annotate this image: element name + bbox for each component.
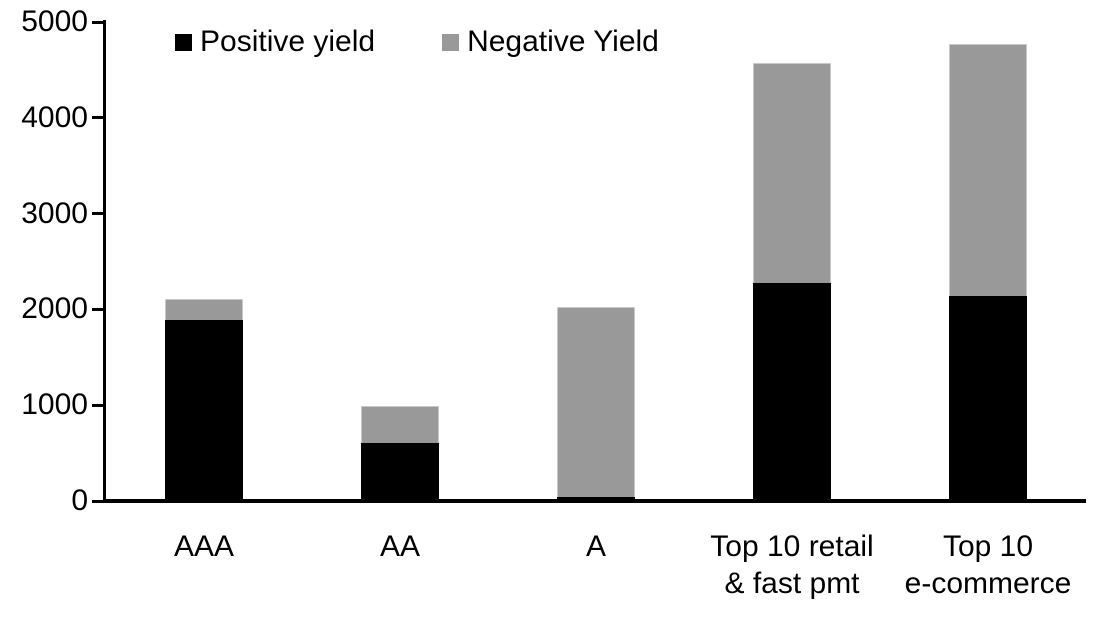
y-tick-mark-3000 [92, 212, 103, 216]
bar-negative-yield-5 [949, 44, 1027, 296]
y-tick-label-2000: 2000 [21, 292, 88, 326]
bar-positive-yield-1 [165, 319, 243, 503]
legend-label-negative-yield: Negative Yield [467, 25, 659, 58]
bar-negative-yield-2 [361, 405, 439, 443]
legend-item-negative-yield: Negative Yield [442, 26, 659, 58]
legend-item-positive-yield: Positive yield [175, 26, 375, 58]
legend-swatch-positive-yield [175, 33, 192, 51]
x-category-label-5: Top 10 e-commerce [904, 530, 1072, 600]
bar-positive-yield-5 [949, 295, 1027, 503]
x-category-label-3: A [585, 530, 606, 563]
legend-swatch-negative-yield [442, 33, 460, 51]
y-tick-mark-5000 [92, 20, 103, 24]
x-category-label-2: AA [379, 530, 421, 563]
y-tick-mark-4000 [92, 116, 103, 120]
bar-positive-yield-2 [361, 442, 439, 503]
bar-negative-yield-3 [557, 306, 635, 498]
y-tick-label-0: 0 [71, 484, 88, 517]
y-tick-mark-1000 [92, 403, 103, 407]
x-category-label-4: Top 10 retail & fast pmt [710, 530, 874, 600]
y-axis-line [103, 20, 106, 503]
x-category-label-1: AAA [173, 530, 235, 563]
chart-legend: Positive yield Negative Yield [175, 26, 659, 58]
y-tick-mark-0 [92, 499, 103, 503]
y-tick-label-4000: 4000 [21, 100, 88, 134]
bar-negative-yield-1 [165, 298, 243, 320]
bar-positive-yield-4 [753, 282, 831, 503]
bar-negative-yield-4 [753, 63, 831, 283]
y-tick-label-3000: 3000 [21, 196, 88, 230]
legend-label-positive-yield: Positive yield [200, 25, 376, 58]
y-tick-mark-2000 [92, 307, 103, 311]
y-tick-label-1000: 1000 [21, 388, 88, 422]
y-tick-label-5000: 5000 [21, 5, 88, 38]
x-axis-line [103, 499, 1086, 503]
